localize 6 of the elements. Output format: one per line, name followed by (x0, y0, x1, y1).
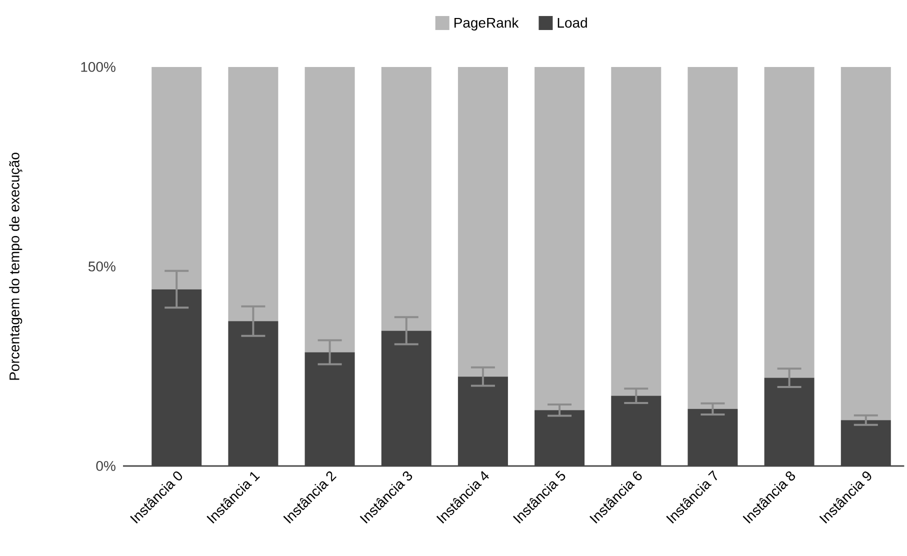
legend-label: PageRank (454, 17, 519, 31)
legend-label: Load (558, 17, 587, 28)
y-tick-label: 100% (81, 62, 116, 72)
y-tick-label: 50% (88, 262, 116, 272)
y-tick-label: 0% (96, 461, 116, 471)
y-axis-title: Porcentagem do tempo de execução (9, 152, 22, 380)
